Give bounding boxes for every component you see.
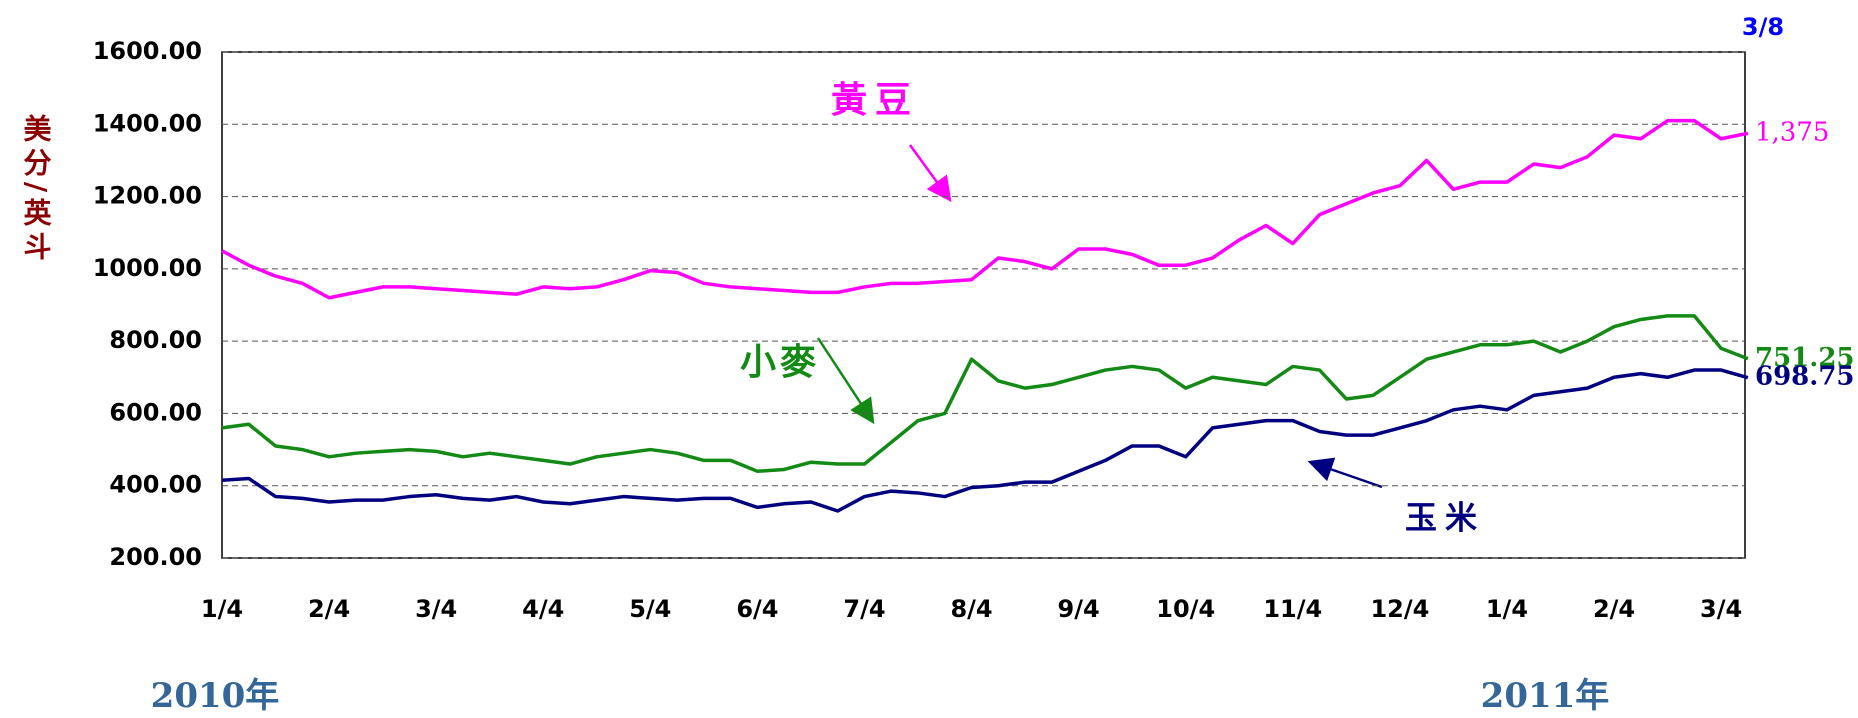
series-line [221, 368, 1749, 513]
date-label: 3/8 [1742, 13, 1784, 41]
x-tick-label: 10/4 [1156, 595, 1215, 623]
x-tick-label: 3/4 [1700, 595, 1742, 623]
x-tick-label: 3/4 [415, 595, 457, 623]
x-tick-label: 12/4 [1370, 595, 1429, 623]
y-tick-label: 1200.00 [93, 182, 202, 210]
y-axis-label: 美分/英斗 [20, 114, 53, 267]
year-label: 2010年 [151, 676, 280, 716]
x-tick-label: 2/4 [1593, 595, 1635, 623]
value-label: 698.75 [1755, 362, 1855, 392]
x-tick-label: 6/4 [736, 595, 778, 623]
y-tick-label: 1600.00 [93, 37, 202, 65]
x-tick-label: 1/4 [1486, 595, 1528, 623]
y-tick-label: 600.00 [109, 398, 202, 426]
value-label: 1,375 [1755, 117, 1829, 147]
x-tick-label: 5/4 [629, 595, 671, 623]
series-line [221, 314, 1749, 474]
arrow [908, 144, 952, 203]
value-label: 751.25 [1755, 343, 1855, 373]
x-tick-label: 2/4 [308, 595, 350, 623]
arrow [1307, 457, 1383, 489]
year-label: 2011年 [1481, 676, 1610, 716]
plot-area [221, 51, 1746, 559]
x-tick-label: 4/4 [522, 595, 564, 623]
y-tick-label: 1400.00 [93, 109, 202, 137]
x-tick-label: 7/4 [843, 595, 885, 623]
x-tick-label: 11/4 [1263, 595, 1322, 623]
y-tick-label: 200.00 [109, 543, 202, 571]
x-tick-label: 8/4 [950, 595, 992, 623]
series-label: 小麥 [740, 341, 820, 383]
series-label: 玉米 [1405, 499, 1485, 537]
y-axis-label-text: 美分/英斗 [20, 114, 53, 267]
x-tick-label: 9/4 [1058, 595, 1100, 623]
series-line [221, 118, 1749, 300]
y-tick-label: 1000.00 [93, 254, 202, 282]
x-tick-label: 1/4 [201, 595, 243, 623]
y-tick-label: 400.00 [109, 471, 202, 499]
arrow [816, 337, 875, 425]
y-tick-label: 800.00 [109, 326, 202, 354]
series-label: 黃豆 [831, 79, 919, 121]
